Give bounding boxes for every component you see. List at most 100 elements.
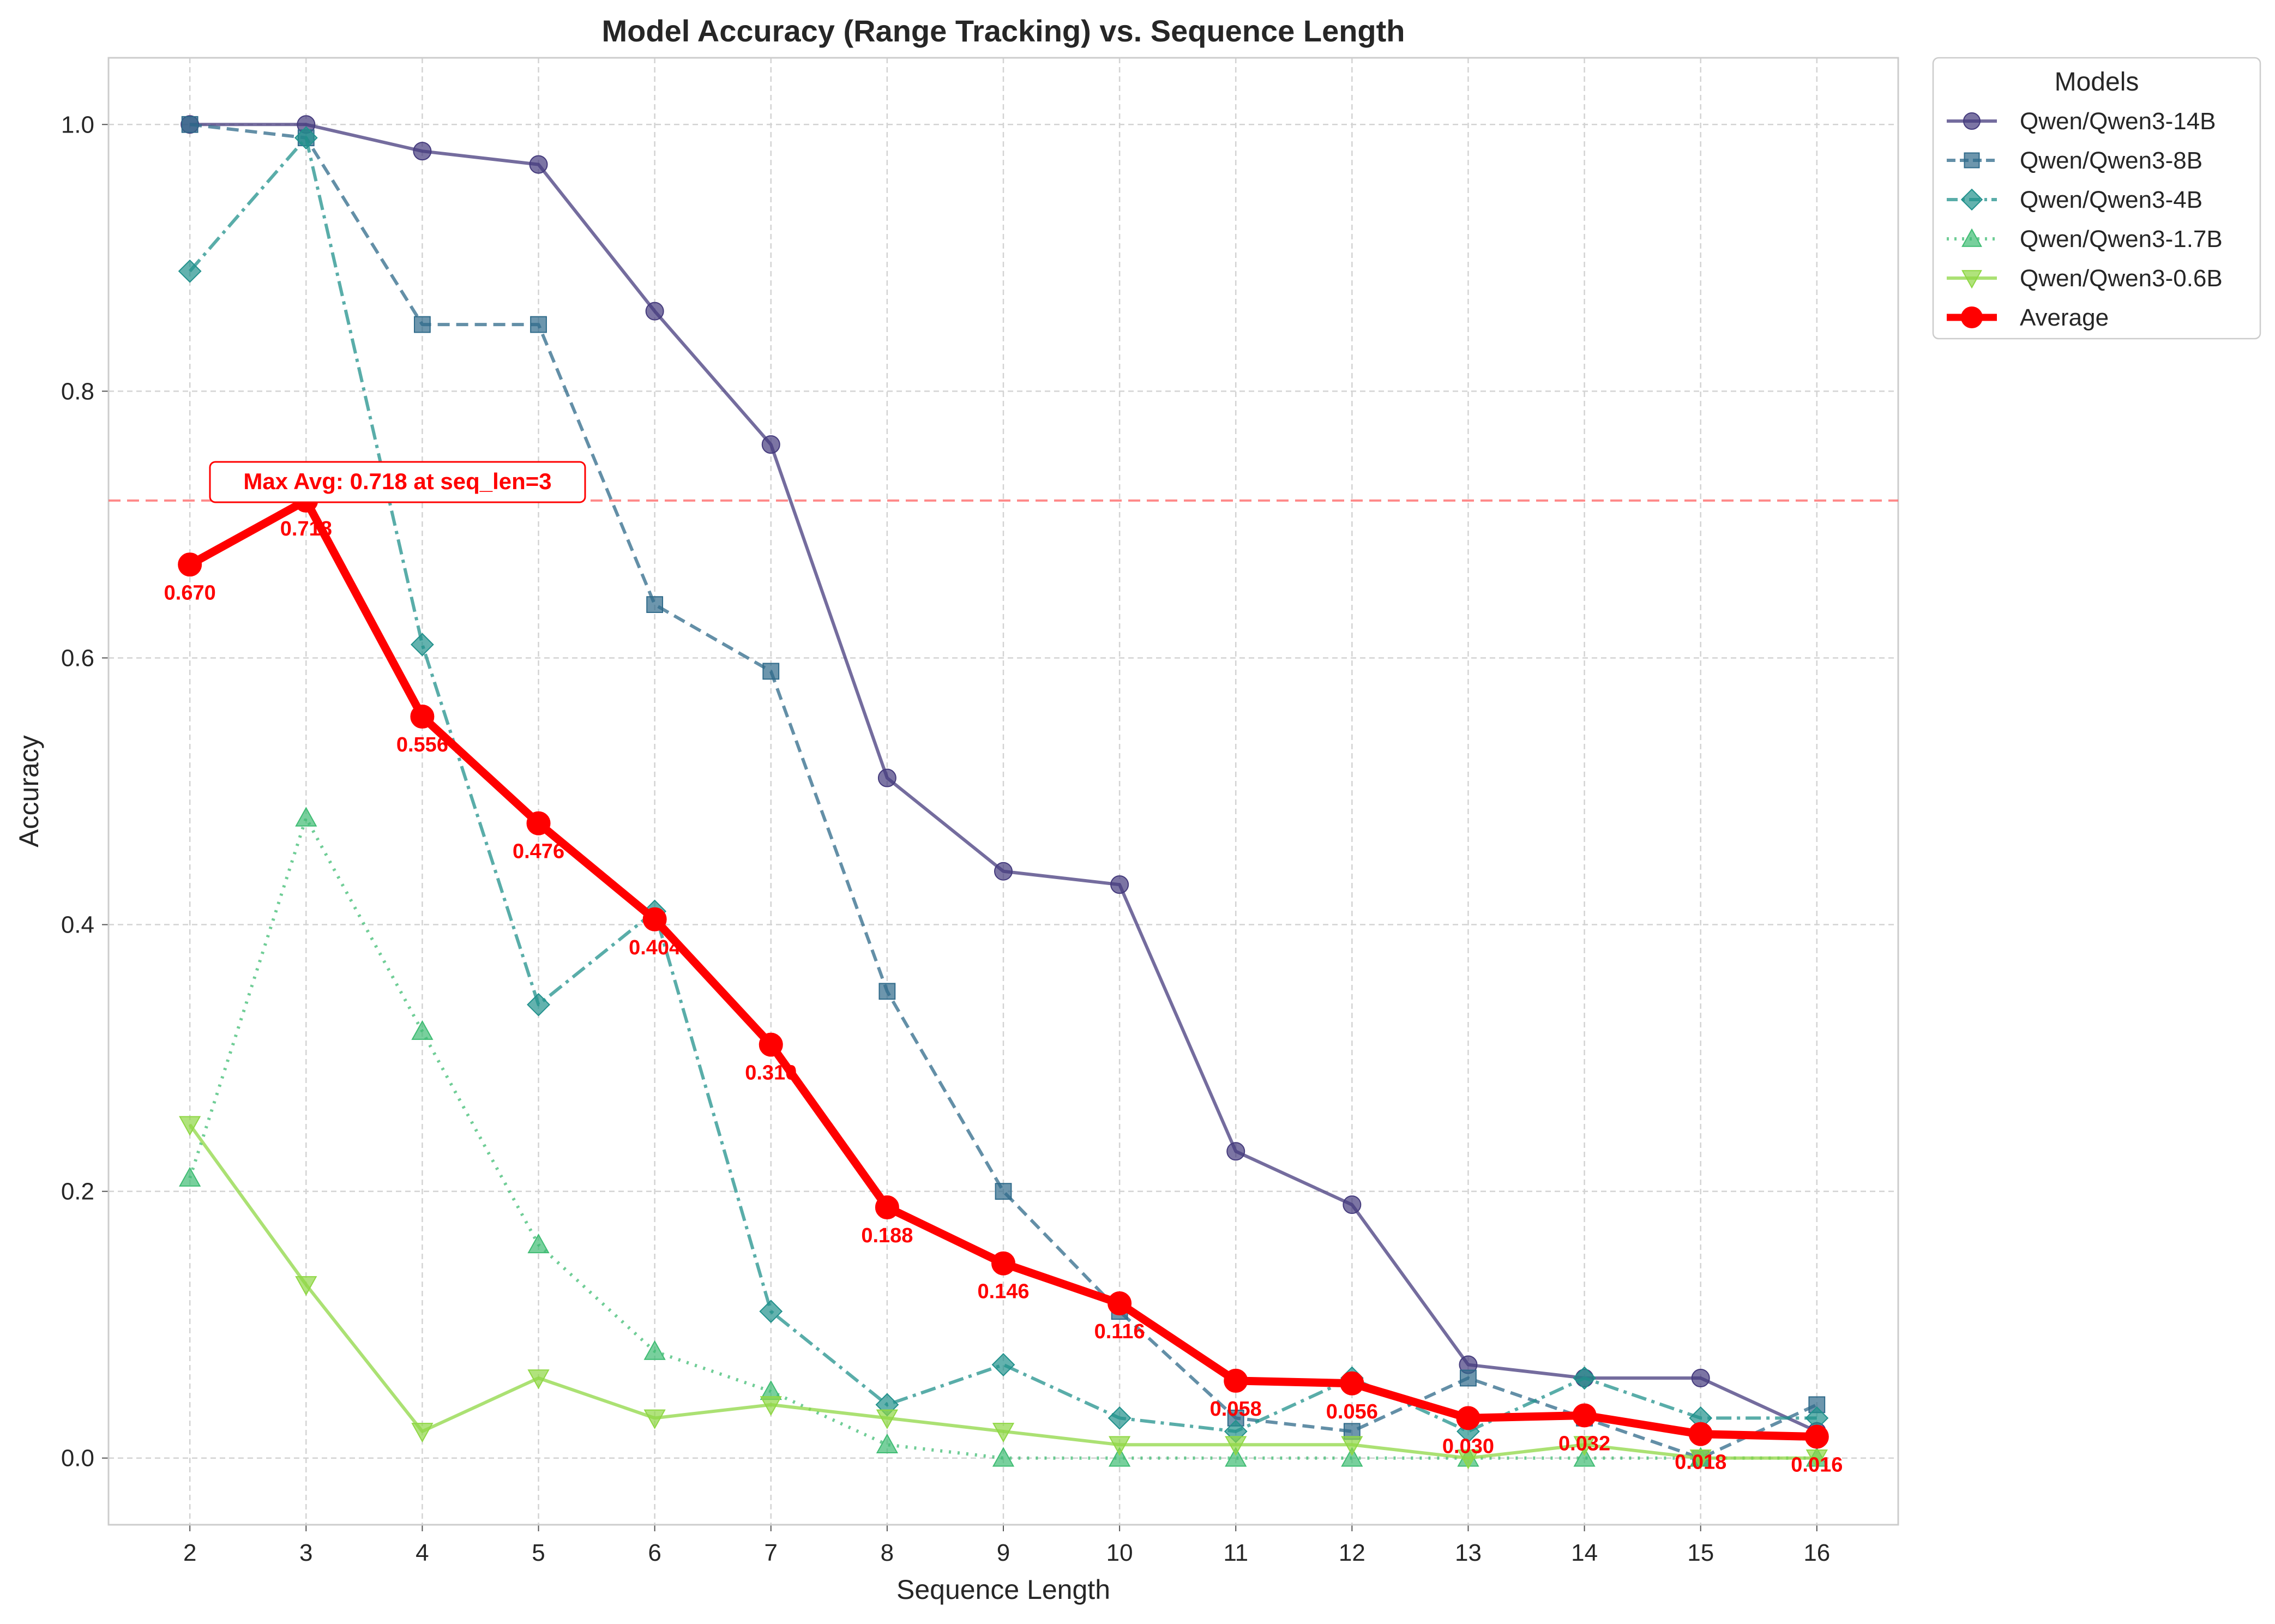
average-data-label: 0.146: [977, 1280, 1029, 1303]
data-point: [1457, 1449, 1479, 1470]
data-point: [1460, 1369, 1477, 1387]
data-point: [1225, 1447, 1247, 1467]
legend-label: Qwen/Qwen3-1.7B: [2020, 226, 2223, 252]
data-point: [761, 435, 780, 454]
data-point: [295, 807, 317, 827]
series-layer: [178, 115, 1829, 1470]
data-point: [759, 1300, 783, 1324]
average-data-label: 0.718: [280, 518, 332, 540]
series-qwen-qwen3-1-7b: [179, 807, 1828, 1467]
x-tick-label: 5: [532, 1539, 545, 1566]
max-average-annotation: Max Avg: 0.718 at seq_len=3: [209, 461, 586, 503]
data-point: [1341, 1436, 1363, 1456]
y-tick-label: 0.2: [61, 1178, 94, 1205]
data-point: [410, 705, 435, 729]
data-point: [1226, 1142, 1245, 1161]
average-data-label: 0.670: [164, 581, 216, 604]
data-point: [1805, 1449, 1828, 1470]
data-point: [1224, 1368, 1248, 1393]
data-point: [414, 316, 431, 333]
data-point: [878, 983, 896, 1000]
data-point: [179, 1166, 201, 1187]
data-point: [530, 316, 547, 333]
x-tick-label: 12: [1339, 1539, 1365, 1566]
legend-label: Qwen/Qwen3-4B: [2020, 187, 2202, 213]
legend-label: Qwen/Qwen3-0.6B: [2020, 265, 2223, 292]
data-point: [992, 1423, 1015, 1443]
legend-item: Qwen/Qwen3-1.7B: [1947, 226, 2223, 252]
legend-marker: [1964, 152, 1980, 169]
data-point: [294, 126, 318, 150]
data-point: [994, 862, 1013, 881]
x-tick-label: 16: [1803, 1539, 1830, 1566]
data-point: [178, 552, 202, 577]
data-point: [995, 1183, 1012, 1200]
x-tick-label: 14: [1571, 1539, 1598, 1566]
average-data-label: 0.016: [1791, 1454, 1843, 1477]
data-point: [875, 1195, 899, 1219]
axes: 2 3 4 5 6 7 8 9 10 11 12 13 14 15 16 0.0 0.2 0.4 0.6 0.8 1.0: [61, 57, 1899, 1566]
data-point: [527, 1369, 550, 1390]
x-tick-label: 10: [1106, 1539, 1133, 1566]
legend-label: Qwen/Qwen3-14B: [2020, 108, 2216, 135]
data-point: [992, 1447, 1015, 1467]
legend-item: Average: [1947, 304, 2109, 331]
data-point: [760, 1396, 782, 1416]
data-point: [991, 1353, 1015, 1376]
chart-title: Model Accuracy (Range Tracking) vs. Sequ…: [602, 14, 1405, 48]
data-label-layer: 0.670 0.718 0.556 0.476 0.404 0.310 0.188 0.146…: [164, 518, 1843, 1477]
x-tick-label: 11: [1223, 1539, 1248, 1566]
data-point: [527, 993, 550, 1016]
data-point: [1343, 1195, 1362, 1214]
data-point: [411, 1020, 434, 1040]
legend-marker: [1961, 306, 1983, 328]
data-point: [643, 1409, 666, 1429]
legend-frame: [1932, 57, 2261, 340]
y-tick-label: 0.4: [61, 912, 94, 939]
y-tick-label: 0.6: [61, 645, 94, 671]
data-point: [1341, 1447, 1363, 1467]
legend-marker: [1960, 188, 1983, 211]
data-point: [1804, 1424, 1829, 1449]
legend-item: Qwen/Qwen3-14B: [1947, 108, 2216, 135]
x-tick-label: 3: [299, 1539, 312, 1566]
average-data-label: 0.018: [1675, 1451, 1726, 1474]
series-line: [189, 123, 1818, 1460]
average-data-label: 0.404: [629, 936, 681, 959]
y-tick-label: 1.0: [61, 111, 94, 138]
data-point: [759, 1032, 783, 1057]
x-tick-label: 8: [881, 1539, 894, 1566]
y-axis-label: Accuracy: [14, 735, 44, 847]
legend-item: Qwen/Qwen3-0.6B: [1947, 265, 2223, 292]
data-point: [1108, 1291, 1132, 1316]
data-point: [1109, 1436, 1131, 1456]
data-point: [876, 1409, 898, 1429]
annotation-box: [209, 461, 586, 503]
data-point: [1573, 1436, 1596, 1456]
legend-label: Qwen/Qwen3-8B: [2020, 147, 2202, 174]
x-tick-label: 6: [648, 1539, 661, 1566]
average-data-label: 0.556: [396, 733, 448, 756]
data-point: [1688, 1422, 1713, 1446]
data-point: [411, 633, 434, 657]
plot-frame: [107, 57, 1899, 1526]
legend-items: Qwen/Qwen3-14B Qwen/Qwen3-8B Qwen/Qwen3-4B…: [1947, 108, 2223, 331]
series-average: [178, 488, 1829, 1449]
data-point: [413, 142, 432, 161]
legend-label: Average: [2020, 304, 2109, 331]
average-data-label: 0.056: [1326, 1400, 1378, 1423]
data-point: [991, 1251, 1015, 1276]
legend-marker: [1961, 228, 1982, 247]
data-point: [1573, 1366, 1596, 1390]
legend-marker: [1963, 112, 1981, 130]
data-point: [1456, 1406, 1480, 1430]
legend: Models Qwen/Qwen3-14BQwen/Qwen3-8BQwen/Q…: [1932, 57, 2261, 340]
data-point: [181, 116, 198, 133]
data-point: [1572, 1403, 1597, 1428]
average-data-label: 0.058: [1210, 1398, 1262, 1421]
average-data-label: 0.310: [745, 1062, 797, 1085]
annotation-text: Max Avg: 0.718 at seq_len=3: [243, 468, 551, 494]
data-point: [295, 1276, 317, 1296]
